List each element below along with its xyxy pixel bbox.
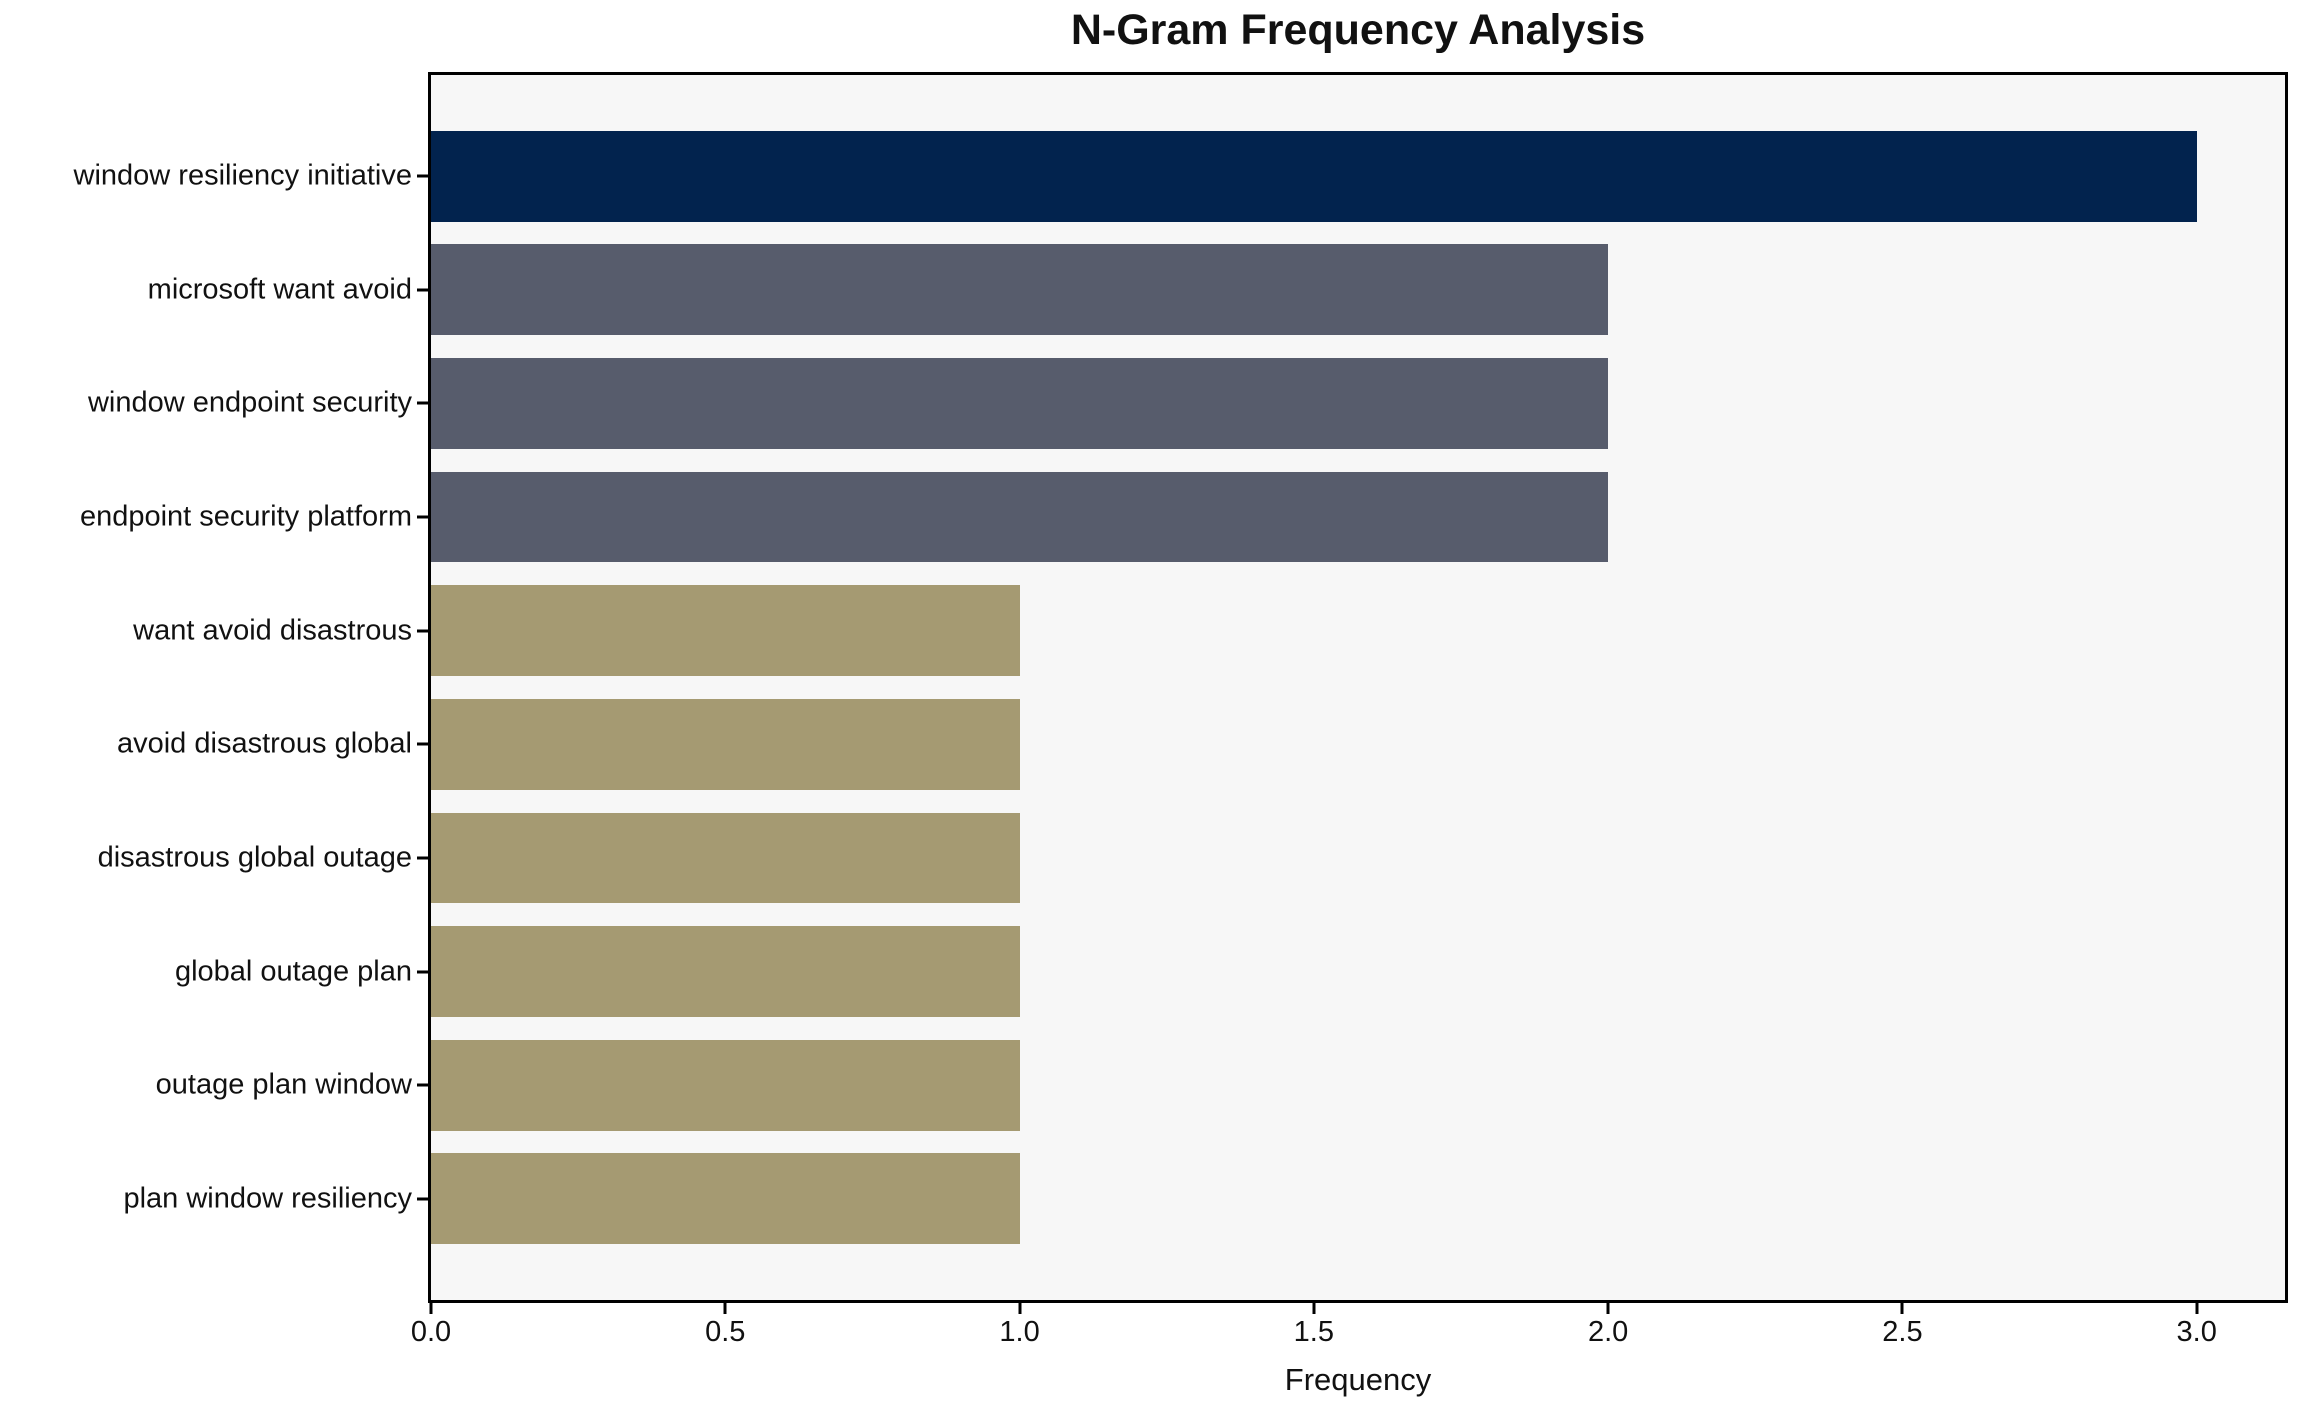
y-tick-label: plan window resiliency	[123, 1182, 412, 1215]
x-tick-label: 0.5	[705, 1316, 746, 1348]
x-tick-mark	[1018, 1303, 1022, 1314]
chart-title: N-Gram Frequency Analysis	[1070, 6, 1646, 54]
y-tick-mark	[417, 401, 428, 405]
y-tick-label: window resiliency initiative	[73, 159, 412, 192]
x-tick-mark	[1312, 1303, 1316, 1314]
y-tick-label: window endpoint security	[87, 386, 412, 419]
y-tick-label: global outage plan	[174, 955, 412, 988]
bar	[431, 698, 1020, 790]
x-tick-label: 0.0	[410, 1316, 452, 1348]
plot-area	[428, 72, 2288, 1303]
x-tick-label: 3.0	[2176, 1316, 2217, 1348]
x-tick-mark	[723, 1303, 727, 1314]
y-tick-label: microsoft want avoid	[147, 273, 412, 306]
x-tick-label: 1.0	[999, 1316, 1040, 1348]
x-tick-mark	[1900, 1303, 1904, 1314]
y-tick-mark	[417, 1197, 428, 1201]
y-tick-label: endpoint security platform	[79, 500, 412, 533]
bar	[431, 1039, 1020, 1131]
x-tick-label: 2.0	[1587, 1316, 1629, 1348]
x-axis-label: Frequency	[1284, 1362, 1432, 1397]
bar	[431, 130, 2197, 222]
bar	[431, 585, 1020, 677]
bar	[431, 471, 1609, 563]
bar	[431, 812, 1020, 904]
bar	[431, 1153, 1020, 1245]
y-tick-mark	[417, 742, 428, 746]
x-tick-mark	[2195, 1303, 2199, 1314]
y-tick-label: avoid disastrous global	[116, 727, 412, 760]
x-tick-label: 1.5	[1293, 1316, 1335, 1348]
y-tick-mark	[417, 515, 428, 519]
y-tick-label: disastrous global outage	[97, 841, 412, 874]
x-tick-label: 2.5	[1882, 1316, 1923, 1348]
y-tick-mark	[417, 629, 428, 633]
y-tick-mark	[417, 174, 428, 178]
y-tick-mark	[417, 856, 428, 860]
y-tick-label: outage plan window	[155, 1068, 412, 1101]
bar	[431, 926, 1020, 1018]
bar	[431, 244, 1609, 336]
bar	[431, 357, 1609, 449]
x-tick-mark	[429, 1303, 433, 1314]
y-tick-mark	[417, 1083, 428, 1087]
y-tick-label: want avoid disastrous	[133, 614, 412, 647]
y-tick-mark	[417, 970, 428, 974]
y-tick-mark	[417, 288, 428, 292]
x-tick-mark	[1606, 1303, 1610, 1314]
